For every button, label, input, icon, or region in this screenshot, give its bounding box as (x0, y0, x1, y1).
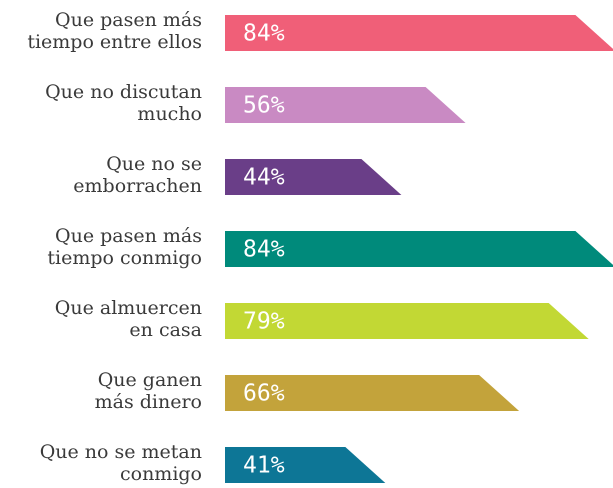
bar (225, 87, 466, 123)
value-label: 44% (243, 165, 285, 191)
value-label: 84% (243, 237, 285, 263)
value-label: 84% (243, 21, 285, 47)
category-label: Que no se metan conmigo (39, 441, 202, 485)
value-label: 41% (243, 453, 285, 479)
bar (225, 303, 589, 339)
value-label: 56% (243, 93, 285, 119)
bar (225, 447, 386, 483)
bar (225, 231, 613, 267)
category-label: Que pasen más tiempo entre ellos (27, 9, 202, 53)
category-label: Que almuercen en casa (54, 297, 202, 341)
bar (225, 15, 613, 51)
category-label: Que ganen más dinero (94, 369, 202, 413)
bar (225, 375, 520, 411)
category-label: Que no discutan mucho (45, 81, 202, 125)
category-label: Que pasen más tiempo conmigo (47, 225, 202, 269)
value-label: 79% (243, 309, 285, 335)
bar (225, 159, 402, 195)
value-label: 66% (243, 381, 285, 407)
category-label: Que no se emborrachen (73, 153, 202, 197)
